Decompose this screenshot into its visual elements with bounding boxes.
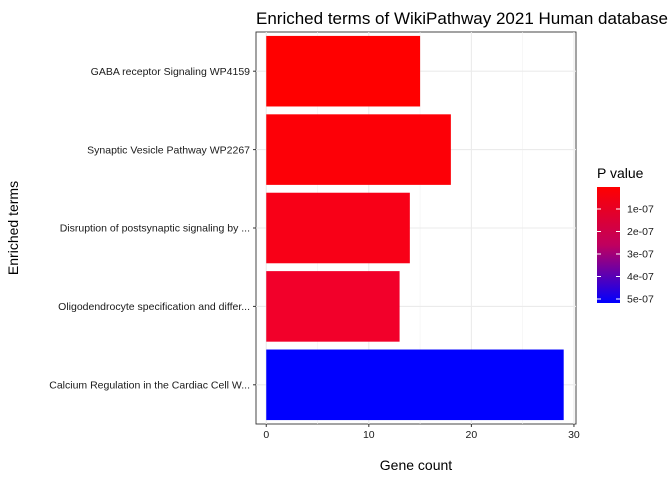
y-axis: GABA receptor Signaling WP4159 Synaptic V… — [49, 66, 256, 392]
bars — [266, 35, 564, 421]
legend-tick-label: 5e-07 — [627, 294, 654, 306]
x-tick-label: 20 — [466, 429, 478, 441]
x-tick-label: 30 — [568, 429, 580, 441]
y-tick-label: GABA receptor Signaling WP4159 — [91, 66, 251, 78]
legend-tick-label: 2e-07 — [627, 226, 654, 238]
legend-tick-label: 4e-07 — [627, 271, 654, 283]
x-tick-label: 10 — [363, 429, 375, 441]
bar — [266, 271, 400, 342]
x-axis-title: Gene count — [380, 457, 452, 473]
legend-colorbar — [597, 187, 620, 303]
legend-title: P value — [597, 165, 644, 181]
y-tick-label: Oligodendrocyte specification and differ… — [58, 301, 250, 313]
bar — [266, 349, 564, 421]
legend-tick-label: 1e-07 — [627, 204, 654, 216]
legend-tick-label: 3e-07 — [627, 249, 654, 261]
y-tick-label: Synaptic Vesicle Pathway WP2267 — [87, 144, 250, 156]
bar — [266, 114, 451, 185]
y-axis-title: Enriched terms — [5, 181, 21, 275]
x-tick-label: 0 — [263, 429, 269, 441]
y-tick-label: Calcium Regulation in the Cardiac Cell W… — [49, 380, 250, 392]
bar — [266, 192, 410, 264]
chart-title: Enriched terms of WikiPathway 2021 Human… — [256, 9, 668, 28]
legend: P value 1e-07 2e-07 3e-07 4e-07 5e-07 — [597, 165, 654, 306]
x-axis: 0 10 20 30 — [263, 424, 580, 441]
y-tick-label: Disruption of postsynaptic signaling by … — [60, 223, 250, 235]
bar — [266, 35, 421, 107]
